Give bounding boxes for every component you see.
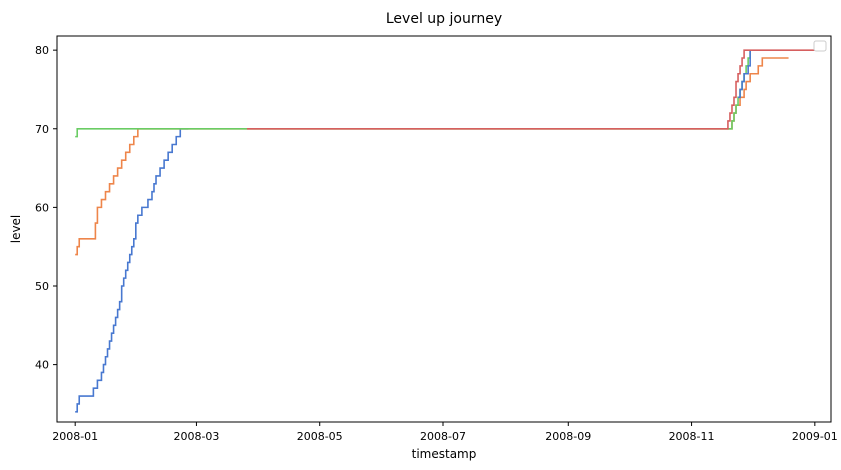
- y-axis-label: level: [9, 215, 23, 244]
- x-tick-label: 2008-11: [669, 430, 715, 443]
- series-line-3: [75, 50, 751, 138]
- x-tick-label: 2009-01: [792, 430, 838, 443]
- chart-title: Level up journey: [386, 11, 502, 27]
- x-tick-label: 2008-05: [297, 430, 343, 443]
- plot-frame: [56, 35, 832, 423]
- x-axis-label: timestamp: [412, 447, 477, 461]
- legend-box: [813, 40, 827, 52]
- series-line-5: [246, 49, 815, 130]
- series-line-1: [75, 127, 189, 413]
- y-tick-label: 80: [35, 44, 49, 57]
- y-tick-label: 70: [35, 123, 49, 136]
- series-layer: [75, 49, 815, 413]
- y-axis: 40 50 60 70 80: [35, 44, 57, 372]
- y-tick-label: 40: [35, 359, 49, 372]
- x-tick-label: 2008-03: [173, 430, 219, 443]
- x-tick-label: 2008-07: [420, 430, 466, 443]
- x-axis: 2008-01 2008-03 2008-05 2008-07 2008-09 2008-…: [52, 422, 838, 443]
- x-tick-label: 2008-09: [545, 430, 591, 443]
- y-tick-label: 50: [35, 280, 49, 293]
- series-line-2: [75, 57, 789, 256]
- x-tick-label: 2008-01: [52, 430, 98, 443]
- y-tick-label: 60: [35, 201, 49, 214]
- series-line-4: [738, 50, 751, 99]
